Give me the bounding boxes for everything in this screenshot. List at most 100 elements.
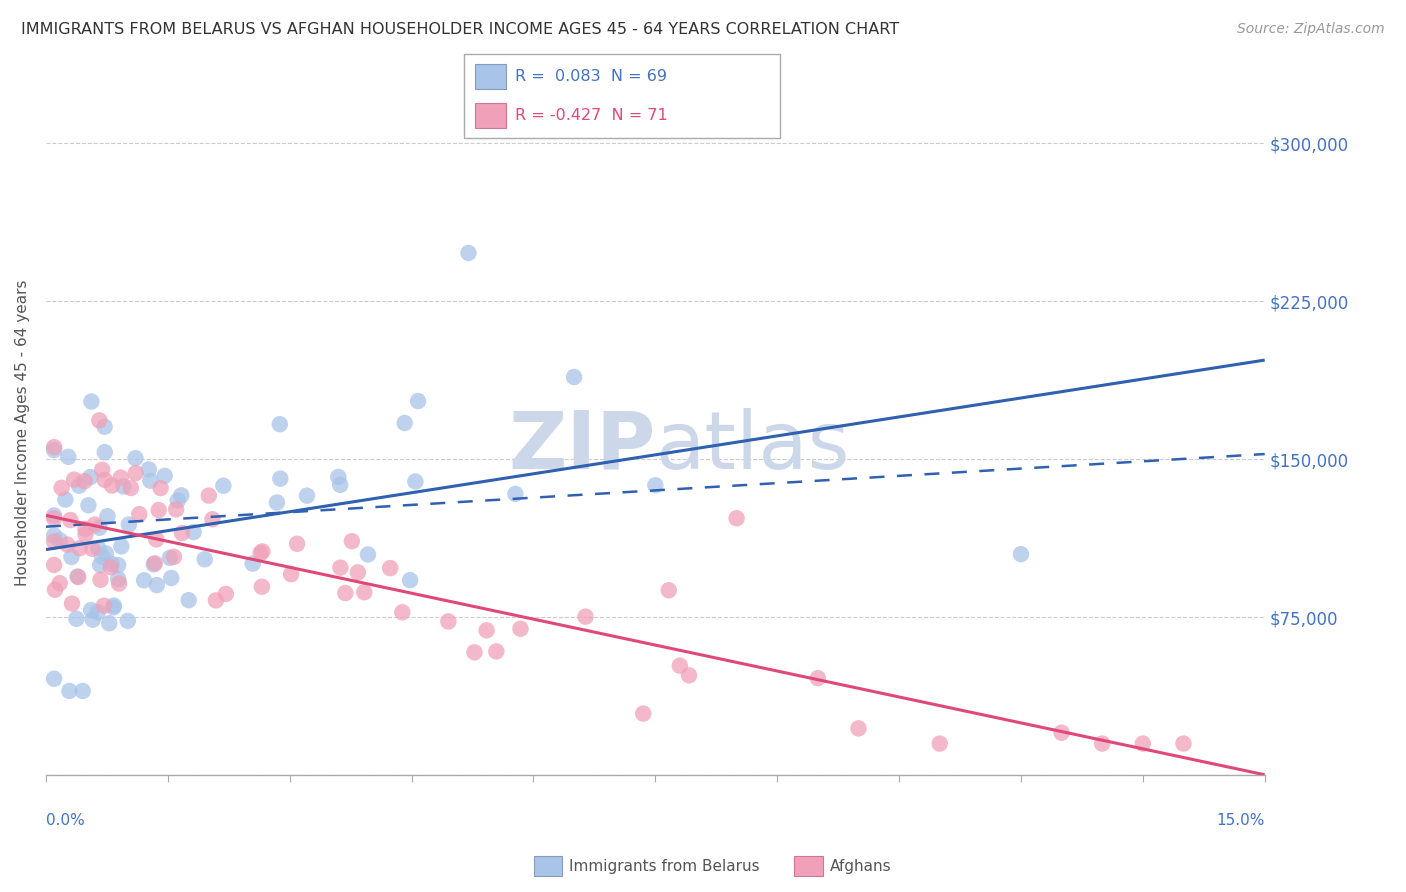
Point <box>357 548 380 562</box>
Point <box>644 478 666 492</box>
Point <box>269 472 291 486</box>
Point <box>93 599 115 613</box>
Point <box>93 473 115 487</box>
Point <box>60 597 83 611</box>
Point <box>346 566 368 580</box>
Point <box>80 603 103 617</box>
Point <box>249 546 271 560</box>
Point <box>108 576 131 591</box>
Point <box>148 503 170 517</box>
Point <box>56 538 79 552</box>
Point <box>678 668 700 682</box>
Point <box>1010 547 1032 561</box>
Point <box>82 541 104 556</box>
Point <box>143 556 166 570</box>
Point <box>42 534 65 549</box>
Point <box>562 370 585 384</box>
Point <box>183 524 205 539</box>
Point <box>107 572 129 586</box>
Point <box>93 419 115 434</box>
Point <box>669 658 692 673</box>
Point <box>353 585 375 599</box>
Point <box>110 539 132 553</box>
Point <box>242 557 264 571</box>
Point <box>48 576 70 591</box>
Point <box>215 587 238 601</box>
Point <box>399 573 422 587</box>
Point <box>163 549 186 564</box>
Point <box>128 507 150 521</box>
Text: Afghans: Afghans <box>830 859 891 873</box>
Point <box>1132 737 1154 751</box>
Point <box>266 495 288 509</box>
Point <box>574 609 596 624</box>
Point <box>89 573 111 587</box>
Point <box>84 517 107 532</box>
Text: atlas: atlas <box>655 408 849 485</box>
Point <box>1173 737 1195 751</box>
Point <box>658 583 681 598</box>
Point <box>118 517 141 532</box>
Point <box>42 528 65 542</box>
Point <box>252 544 274 558</box>
Point <box>59 513 82 527</box>
Point <box>295 489 318 503</box>
Point <box>329 478 352 492</box>
Point <box>94 445 117 459</box>
Point <box>1050 725 1073 739</box>
Point <box>329 560 352 574</box>
Point <box>142 558 165 572</box>
Point <box>120 481 142 495</box>
Text: Source: ZipAtlas.com: Source: ZipAtlas.com <box>1237 22 1385 37</box>
Text: 0.0%: 0.0% <box>46 813 84 828</box>
Point <box>75 522 97 536</box>
Point <box>65 612 87 626</box>
Point <box>1091 737 1114 751</box>
Point <box>505 487 527 501</box>
Point <box>194 552 217 566</box>
Point <box>42 440 65 454</box>
Point <box>89 558 111 572</box>
Point <box>67 479 90 493</box>
Point <box>44 582 66 597</box>
Point <box>89 521 111 535</box>
Point <box>91 463 114 477</box>
Point <box>75 527 97 541</box>
Point <box>165 502 187 516</box>
Point <box>107 558 129 572</box>
Point <box>103 600 125 615</box>
Point <box>51 481 73 495</box>
Point <box>42 558 65 572</box>
Point <box>42 508 65 523</box>
Point <box>89 413 111 427</box>
Point <box>94 546 117 560</box>
Text: Immigrants from Belarus: Immigrants from Belarus <box>569 859 761 873</box>
Point <box>73 474 96 488</box>
Point <box>87 541 110 555</box>
Point <box>205 593 228 607</box>
Point <box>285 537 308 551</box>
Point <box>91 549 114 564</box>
Point <box>98 616 121 631</box>
Point <box>42 511 65 525</box>
Point <box>197 489 219 503</box>
Point <box>928 737 950 751</box>
Point <box>725 511 748 525</box>
Text: R = -0.427  N = 71: R = -0.427 N = 71 <box>515 108 668 122</box>
Point <box>201 512 224 526</box>
Point <box>145 533 167 547</box>
Point <box>125 466 148 480</box>
Point <box>170 488 193 502</box>
Point <box>177 593 200 607</box>
Point <box>380 561 402 575</box>
Point <box>82 613 104 627</box>
Point <box>631 706 654 721</box>
Point <box>250 580 273 594</box>
Point <box>42 672 65 686</box>
Point <box>280 567 302 582</box>
Point <box>49 533 72 548</box>
Point <box>170 526 193 541</box>
Point <box>406 394 429 409</box>
Point <box>117 614 139 628</box>
Point <box>72 684 94 698</box>
